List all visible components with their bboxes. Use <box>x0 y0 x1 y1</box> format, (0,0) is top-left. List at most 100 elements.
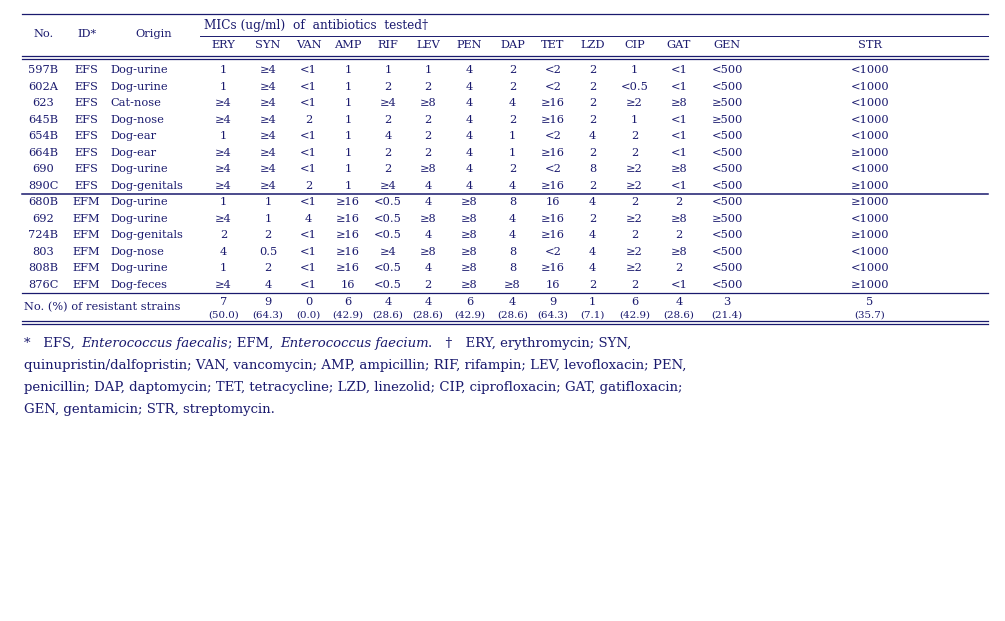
Text: 4: 4 <box>424 197 431 207</box>
Text: 2: 2 <box>264 263 271 273</box>
Text: <1: <1 <box>670 82 687 92</box>
Text: Dog-urine: Dog-urine <box>110 263 168 273</box>
Text: <0.5: <0.5 <box>374 263 402 273</box>
Text: 2: 2 <box>264 230 271 240</box>
Text: 6: 6 <box>345 297 352 307</box>
Text: ≥16: ≥16 <box>541 230 565 240</box>
Text: (0.0): (0.0) <box>296 310 321 319</box>
Text: (50.0): (50.0) <box>208 310 239 319</box>
Text: 1: 1 <box>384 65 392 75</box>
Text: ≥4: ≥4 <box>215 181 232 191</box>
Text: ≥500: ≥500 <box>712 214 743 224</box>
Text: 2: 2 <box>589 279 596 290</box>
Text: <500: <500 <box>712 247 743 256</box>
Text: EFS: EFS <box>74 164 98 175</box>
Text: <0.5: <0.5 <box>374 197 402 207</box>
Text: 680B: 680B <box>28 197 58 207</box>
Text: <1000: <1000 <box>850 65 889 75</box>
Text: Dog-urine: Dog-urine <box>110 82 168 92</box>
Text: quinupristin/dalfopristin; VAN, vancomycin; AMP, ampicillin; RIF, rifampin; LEV,: quinupristin/dalfopristin; VAN, vancomyc… <box>24 358 686 371</box>
Text: ≥4: ≥4 <box>380 181 396 191</box>
Text: EFS: EFS <box>74 82 98 92</box>
Text: <1: <1 <box>670 148 687 158</box>
Text: (28.6): (28.6) <box>497 310 528 319</box>
Text: ≥4: ≥4 <box>259 148 276 158</box>
Text: 1: 1 <box>220 263 227 273</box>
Text: ≥4: ≥4 <box>259 65 276 75</box>
Text: ≥16: ≥16 <box>336 247 360 256</box>
Text: (64.3): (64.3) <box>538 310 569 319</box>
Text: GEN, gentamicin; STR, streptomycin.: GEN, gentamicin; STR, streptomycin. <box>24 402 275 415</box>
Text: <1: <1 <box>300 148 317 158</box>
Text: 2: 2 <box>631 131 638 141</box>
Text: TET: TET <box>542 40 565 50</box>
Text: ≥16: ≥16 <box>336 214 360 224</box>
Text: Enterococcus faecium: Enterococcus faecium <box>279 337 428 350</box>
Text: Dog-ear: Dog-ear <box>110 148 156 158</box>
Text: Enterococcus faecalis: Enterococcus faecalis <box>81 337 228 350</box>
Text: EFM: EFM <box>72 247 101 256</box>
Text: <1: <1 <box>670 131 687 141</box>
Text: ≥1000: ≥1000 <box>851 197 889 207</box>
Text: <1: <1 <box>300 65 317 75</box>
Text: <500: <500 <box>712 148 743 158</box>
Text: <1: <1 <box>300 279 317 290</box>
Text: 2: 2 <box>424 148 431 158</box>
Text: ≥2: ≥2 <box>626 181 643 191</box>
Text: ERY: ERY <box>212 40 235 50</box>
Text: 7: 7 <box>220 297 227 307</box>
Text: 2: 2 <box>589 214 596 224</box>
Text: 4: 4 <box>424 263 431 273</box>
Text: ≥8: ≥8 <box>670 247 687 256</box>
Text: ID*: ID* <box>77 29 96 39</box>
Text: EFM: EFM <box>72 197 101 207</box>
Text: 724B: 724B <box>28 230 58 240</box>
Text: EFM: EFM <box>72 279 101 290</box>
Text: ≥500: ≥500 <box>712 115 743 125</box>
Text: 4: 4 <box>509 214 517 224</box>
Text: <2: <2 <box>545 164 562 175</box>
Text: <1000: <1000 <box>850 214 889 224</box>
Text: 1: 1 <box>345 98 352 108</box>
Text: 4: 4 <box>509 230 517 240</box>
Text: ≥16: ≥16 <box>336 230 360 240</box>
Text: ≥4: ≥4 <box>259 98 276 108</box>
Text: 1: 1 <box>631 115 638 125</box>
Text: 4: 4 <box>675 297 682 307</box>
Text: (42.9): (42.9) <box>619 310 650 319</box>
Text: <1: <1 <box>300 164 317 175</box>
Text: 4: 4 <box>589 197 596 207</box>
Text: <1: <1 <box>300 131 317 141</box>
Text: <500: <500 <box>712 164 743 175</box>
Text: <2: <2 <box>545 131 562 141</box>
Text: 2: 2 <box>675 197 682 207</box>
Text: 16: 16 <box>341 279 355 290</box>
Text: 2: 2 <box>509 115 517 125</box>
Text: ≥4: ≥4 <box>380 247 396 256</box>
Text: 4: 4 <box>264 279 271 290</box>
Text: 5: 5 <box>866 297 873 307</box>
Text: Dog-feces: Dog-feces <box>110 279 167 290</box>
Text: GEN: GEN <box>714 40 741 50</box>
Text: VAN: VAN <box>295 40 322 50</box>
Text: <0.5: <0.5 <box>374 279 402 290</box>
Text: 2: 2 <box>384 82 392 92</box>
Text: 1: 1 <box>345 148 352 158</box>
Text: ≥1000: ≥1000 <box>851 230 889 240</box>
Text: 2: 2 <box>589 148 596 158</box>
Text: 4: 4 <box>589 131 596 141</box>
Text: EFS: EFS <box>74 65 98 75</box>
Text: 2: 2 <box>509 65 517 75</box>
Text: ≥16: ≥16 <box>541 263 565 273</box>
Text: <0.5: <0.5 <box>374 214 402 224</box>
Text: ≥4: ≥4 <box>215 98 232 108</box>
Text: 1: 1 <box>509 131 517 141</box>
Text: 4: 4 <box>589 263 596 273</box>
Text: Origin: Origin <box>136 29 172 39</box>
Text: Dog-ear: Dog-ear <box>110 131 156 141</box>
Text: 4: 4 <box>384 297 392 307</box>
Text: 2: 2 <box>384 164 392 175</box>
Text: <1000: <1000 <box>850 82 889 92</box>
Text: ≥4: ≥4 <box>259 82 276 92</box>
Text: 876C: 876C <box>28 279 58 290</box>
